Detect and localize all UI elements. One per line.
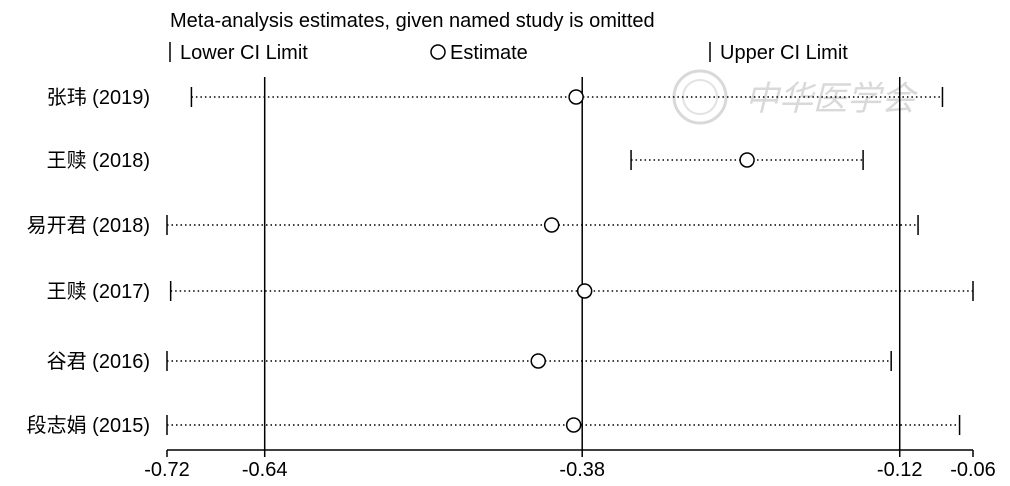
study-label-4: 谷君 (2016) [47, 350, 150, 373]
study-label-1: 王赎 (2018) [47, 149, 150, 172]
x-tick-label-0: -0.72 [144, 459, 190, 481]
study-label-0: 张玮 (2019) [47, 86, 150, 109]
x-tick-label-4: -0.06 [950, 459, 996, 481]
study-label-3: 王赎 (2017) [47, 280, 150, 303]
estimate-point-4 [530, 353, 546, 369]
x-tick-label-3: -0.12 [877, 459, 923, 481]
study-label-5: 段志娟 (2015) [27, 414, 150, 437]
legend: Lower CI Limit Estimate Upper CI Limit [169, 42, 848, 64]
legend-upper-label: Upper CI Limit [720, 42, 848, 64]
legend-estimate-marker [430, 44, 446, 60]
study-label-2: 易开君 (2018) [27, 215, 150, 237]
estimate-point-1 [739, 152, 755, 168]
legend-lower-label: Lower CI Limit [180, 42, 308, 64]
chart-title: Meta-analysis estimates, given named stu… [170, 10, 655, 32]
estimate-point-3 [576, 283, 593, 299]
x-tick-label-1: -0.64 [242, 459, 288, 481]
estimate-point-2 [543, 217, 560, 233]
estimate-point-0 [568, 89, 584, 105]
plot-area: -0.72 -0.64 -0.38 -0.12 -0.06 张玮 (2019) 王赎 (20… [27, 77, 996, 481]
x-tick-label-2: -0.38 [559, 459, 605, 481]
watermark-text: 中华医学会 [745, 79, 919, 119]
estimate-point-5 [565, 417, 582, 433]
legend-estimate-label: Estimate [450, 42, 528, 64]
